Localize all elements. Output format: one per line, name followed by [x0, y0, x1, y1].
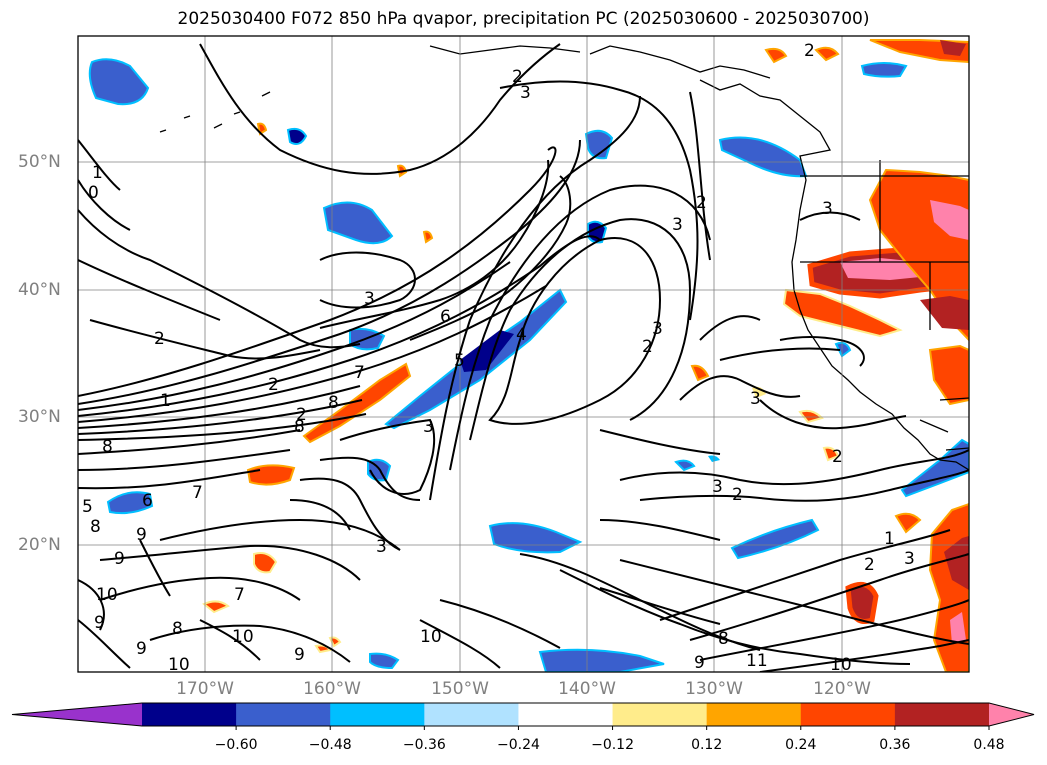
- colorbar-extend-high: [989, 703, 1034, 726]
- contour-label: 8: [294, 417, 305, 437]
- colorbar-segment: [894, 703, 990, 726]
- contour-label: 8: [90, 517, 101, 537]
- lat-label-40n: 40°N: [18, 280, 61, 300]
- colorbar-tick-label: −0.48: [308, 737, 352, 753]
- contour-label: 2: [154, 329, 165, 349]
- colorbar-tick-label: 0.24: [785, 737, 817, 753]
- contour-label: 3: [750, 389, 761, 409]
- contour-label: 7: [354, 363, 365, 383]
- colorbar-segment: [706, 703, 802, 726]
- colorbar-segment: [518, 703, 614, 726]
- colorbar-tick-label: 0.48: [973, 737, 1005, 753]
- contour-label: 4: [516, 325, 527, 345]
- colorbar-tick-label: −0.12: [591, 737, 634, 753]
- contour-label: 3: [364, 289, 375, 309]
- colorbar-tick-label: 0.36: [879, 737, 911, 753]
- contour-label: 9: [94, 613, 105, 633]
- contour-labels: 1 0 2 3 2 3 2 3 3 2 3 3 2 6 4 5 7 1 2 8 …: [82, 41, 915, 675]
- contour-label: 6: [142, 491, 153, 511]
- contour-label: 7: [234, 585, 245, 605]
- contour-label: 10: [168, 655, 190, 675]
- contour-label: 9: [114, 549, 125, 569]
- negative-pc-shading: [88, 58, 969, 672]
- contour-label: 0: [88, 183, 99, 203]
- contour-label: 10: [232, 627, 254, 647]
- contour-label: 6: [440, 307, 451, 327]
- lon-label-170w: 170°W: [176, 679, 234, 699]
- lat-label-20n: 20°N: [18, 535, 61, 555]
- colorbar-tick-label: −0.24: [496, 737, 540, 753]
- colorbar-tick-label: 0.12: [691, 737, 723, 753]
- contour-label: 2: [832, 447, 843, 467]
- contour-label: 10: [96, 585, 118, 605]
- colorbar-segment: [142, 703, 237, 726]
- map-title: 2025030400 F072 850 hPa qvapor, precipit…: [177, 9, 870, 29]
- contour-label: 11: [746, 651, 768, 671]
- contour-label: 8: [102, 437, 113, 457]
- contour-label: 5: [454, 351, 465, 371]
- contour-label: 2: [864, 555, 875, 575]
- lat-label-50n: 50°N: [18, 152, 61, 172]
- lon-label-120w: 120°W: [813, 679, 871, 699]
- contour-label: 9: [136, 639, 147, 659]
- contour-label: 9: [136, 525, 147, 545]
- contour-label: 2: [642, 337, 653, 357]
- contour-label: 8: [718, 629, 729, 649]
- contour-label: 1: [160, 391, 171, 411]
- contour-label: 7: [192, 483, 203, 503]
- contour-label: 3: [652, 319, 663, 339]
- contour-label: 1: [92, 163, 103, 183]
- contour-label: 3: [904, 549, 915, 569]
- positive-pc-shading: [202, 39, 969, 672]
- contour-label: 3: [520, 83, 531, 103]
- contour-label: 8: [328, 393, 339, 413]
- contour-label: 2: [804, 41, 815, 61]
- colorbar-segment: [612, 703, 708, 726]
- colorbar-segment: [424, 703, 519, 726]
- colorbar-tick-label: −0.36: [402, 737, 446, 753]
- contour-label: 3: [822, 199, 833, 219]
- lon-label-130w: 130°W: [685, 679, 743, 699]
- contour-label: 3: [423, 417, 434, 437]
- qvapor-contours: [78, 43, 969, 672]
- contour-label: 2: [296, 405, 307, 425]
- contour-label: 2: [268, 375, 279, 395]
- contour-label: 2: [696, 193, 707, 213]
- contour-label: 3: [712, 477, 723, 497]
- colorbar-extend-low: [12, 703, 142, 726]
- contour-label: 1: [884, 529, 895, 549]
- colorbar-segment: [236, 703, 331, 726]
- contour-label: 10: [420, 627, 442, 647]
- lon-label-150w: 150°W: [431, 679, 489, 699]
- contour-label: 8: [172, 619, 183, 639]
- colorbar-tick-label: −0.60: [214, 737, 258, 753]
- contour-label: 2: [732, 485, 743, 505]
- colorbar: [11, 702, 1035, 730]
- lon-label-160w: 160°W: [303, 679, 361, 699]
- map-area: 1 0 2 3 2 3 2 3 3 2 3 3 2 6 4 5 7 1 2 8 …: [78, 36, 969, 675]
- contour-label: 3: [672, 215, 683, 235]
- lon-label-140w: 140°W: [558, 679, 616, 699]
- map-frame: [77, 35, 970, 673]
- colorbar-segment: [330, 703, 425, 726]
- colorbar-segment: [800, 703, 896, 726]
- contour-label: 2: [512, 67, 523, 87]
- colorbar-outline: [11, 702, 1035, 727]
- lat-label-30n: 30°N: [18, 407, 61, 427]
- contour-label: 10: [830, 655, 852, 675]
- contour-label: 5: [82, 497, 93, 517]
- contour-label: 9: [694, 653, 705, 673]
- contour-label: 9: [294, 645, 305, 665]
- contour-label: 3: [376, 537, 387, 557]
